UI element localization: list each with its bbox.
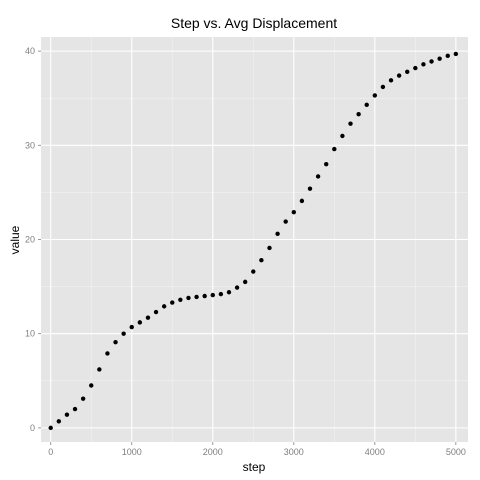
data-point [291,209,296,215]
data-points [48,51,459,431]
data-point [396,73,402,78]
x-tick-label: 2000 [203,447,223,457]
data-point [89,383,94,388]
y-tick-label: 10 [25,329,35,339]
data-point [307,186,313,191]
x-axis-title: step [243,460,266,474]
data-point [161,304,167,309]
data-point [324,161,329,167]
data-point [72,406,78,412]
data-point [129,324,134,330]
data-point [218,291,224,297]
data-point [64,412,70,417]
data-point [97,367,102,372]
data-point [405,69,410,75]
data-point [48,425,53,431]
y-axis-title: value [8,225,22,254]
x-tick-label: 0 [48,447,53,457]
y-tick-label: 40 [25,46,35,56]
data-point [251,269,256,274]
data-point [453,51,459,57]
data-point [121,331,126,336]
data-point [437,56,442,61]
data-point [242,279,248,285]
data-point [56,419,62,424]
data-point [364,102,369,108]
data-point [267,245,272,251]
x-tick-label: 3000 [284,447,304,457]
y-axis: 0 10 20 30 40 [25,46,41,433]
data-point [113,339,118,345]
data-point [194,294,199,300]
data-point [105,351,110,356]
data-point [210,292,215,298]
y-tick-label: 20 [25,235,35,245]
x-tick-label: 5000 [446,447,466,457]
data-point [413,65,418,71]
major-gridlines [41,37,468,442]
data-point [153,309,159,315]
y-tick-label: 30 [25,140,35,150]
chart-title: Step vs. Avg Displacement [171,15,337,31]
data-point [332,146,337,152]
data-point [178,297,183,302]
data-point [170,300,175,305]
x-tick-label: 1000 [122,447,142,457]
data-point [145,315,151,320]
data-point [283,219,288,224]
data-point [186,295,191,301]
data-point [388,78,394,83]
data-point [380,84,386,90]
data-point [80,396,86,401]
data-point [421,62,426,67]
data-point [202,293,207,299]
data-point [340,133,345,139]
data-point [259,258,264,263]
data-point [299,198,305,204]
data-point [137,320,143,325]
data-point [445,53,450,59]
data-point [315,174,321,179]
x-tick-label: 4000 [365,447,385,457]
data-point [234,285,240,290]
data-point [348,121,353,126]
data-point [372,93,378,98]
data-point [429,59,434,64]
data-point [356,112,361,117]
data-point [275,231,280,237]
data-point [226,290,232,295]
x-axis: 0 1000 2000 3000 4000 5000 [48,442,466,457]
y-tick-label: 0 [30,423,35,433]
